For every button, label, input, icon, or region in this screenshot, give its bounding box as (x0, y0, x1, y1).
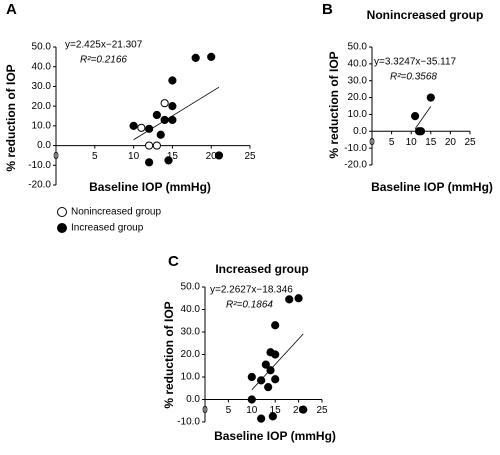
point (214, 151, 224, 160)
point (168, 76, 177, 85)
point (207, 52, 216, 61)
point (271, 350, 280, 359)
y-tick-label: 0.0 (37, 140, 51, 151)
point (285, 295, 294, 304)
y-tick-label: 20.0 (32, 101, 52, 112)
legend-label: Nonincreased group (71, 207, 161, 218)
point (145, 158, 154, 167)
x-tick-label: 20 (445, 137, 457, 148)
panel-title: Nonincreased group (367, 8, 484, 22)
y-tick-label: 40.0 (181, 304, 201, 315)
y-tick-label: 50.0 (32, 42, 52, 53)
point (160, 99, 169, 108)
y-tick-label: 30.0 (181, 327, 201, 338)
y-tick-label: -20.0 (344, 160, 367, 171)
trend-r2: R²=0.1864 (226, 300, 273, 311)
y-tick-label: 10.0 (348, 109, 368, 120)
y-axis-title: % reduction of IOP (327, 51, 341, 158)
y-tick-label: 0.0 (353, 126, 367, 137)
point (271, 321, 280, 330)
point (168, 115, 177, 125)
point (168, 102, 177, 111)
trend-equation: y=3.3247x−35.117 (374, 57, 457, 68)
point (271, 375, 280, 384)
x-axis-title: Baseline IOP (mmHg) (89, 180, 211, 194)
y-tick-label: 50.0 (181, 282, 201, 293)
x-tick-label: 15 (167, 151, 179, 162)
legend-marker (57, 207, 67, 217)
point (152, 110, 161, 120)
trend-equation: y=2.2627x−18.346 (210, 285, 293, 296)
x-tick-label: 5 (226, 405, 232, 416)
y-tick-label: -10.0 (344, 143, 367, 154)
y-tick-label: 40.0 (32, 61, 52, 72)
trendline (414, 106, 432, 130)
point (137, 123, 146, 132)
y-axis-title: % reduction of IOP (162, 301, 176, 408)
point (299, 405, 308, 414)
x-tick-label: 0 (369, 137, 375, 148)
point (145, 124, 154, 133)
x-tick-label: 10 (246, 405, 258, 416)
panel-title: Increased group (215, 262, 308, 276)
trend-equation: y=2.425x−21.307 (65, 40, 143, 51)
y-tick-label: 30.0 (348, 75, 368, 86)
legend-marker (57, 223, 67, 233)
legend-label: Increased group (71, 223, 144, 234)
x-tick-label: 10 (128, 151, 140, 162)
point (416, 127, 426, 136)
panel-letter: A (6, 1, 17, 18)
x-tick-label: 5 (92, 151, 98, 162)
point (261, 360, 270, 369)
x-tick-label: 25 (316, 405, 328, 416)
point (247, 372, 256, 382)
x-axis-title: Baseline IOP (mmHg) (214, 429, 336, 443)
x-tick-label: 25 (244, 151, 256, 162)
point (426, 93, 435, 102)
point (156, 130, 165, 139)
x-tick-label: 0 (53, 151, 59, 162)
y-tick-label: 20.0 (348, 92, 368, 103)
y-tick-label: -10.0 (177, 417, 200, 428)
y-axis-title: % reduction of IOP (4, 64, 18, 171)
y-tick-label: 10.0 (32, 120, 52, 131)
point (268, 412, 277, 421)
trend-r2: R²=0.2166 (80, 55, 127, 66)
y-tick-label: 50.0 (348, 42, 368, 53)
trendline (133, 86, 220, 141)
y-tick-label: 10.0 (181, 372, 201, 383)
x-tick-label: 10 (406, 137, 418, 148)
x-tick-label: 5 (389, 137, 395, 148)
y-tick-label: 40.0 (348, 58, 368, 69)
point (164, 156, 173, 165)
point (264, 383, 273, 392)
x-tick-label: 15 (425, 137, 437, 148)
x-tick-label: 20 (206, 151, 218, 162)
point (152, 141, 161, 150)
point (247, 395, 256, 404)
x-tick-label: 15 (270, 405, 282, 416)
point (191, 53, 200, 62)
x-tick-label: 20 (293, 405, 305, 416)
x-axis-title: Baseline IOP (mmHg) (371, 180, 493, 194)
panel-letter: B (322, 1, 333, 18)
point (411, 112, 420, 121)
y-tick-label: -10.0 (28, 160, 51, 171)
point (294, 294, 303, 303)
y-tick-label: -20.0 (28, 180, 51, 191)
y-tick-label: 20.0 (181, 349, 201, 360)
point (145, 141, 154, 150)
panel-letter: C (168, 253, 179, 270)
y-tick-label: 0.0 (186, 394, 200, 405)
trend-r2: R²=0.3568 (390, 72, 437, 83)
x-tick-label: 0 (202, 405, 208, 416)
point (129, 121, 138, 130)
point (257, 414, 266, 423)
y-tick-label: 30.0 (32, 81, 52, 92)
trendline (251, 333, 304, 391)
x-tick-label: 25 (464, 137, 476, 148)
